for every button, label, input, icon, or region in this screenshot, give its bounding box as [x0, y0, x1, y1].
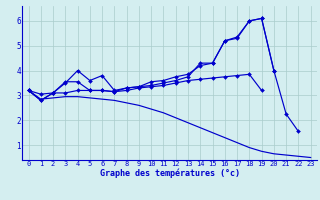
- X-axis label: Graphe des températures (°c): Graphe des températures (°c): [100, 169, 240, 178]
